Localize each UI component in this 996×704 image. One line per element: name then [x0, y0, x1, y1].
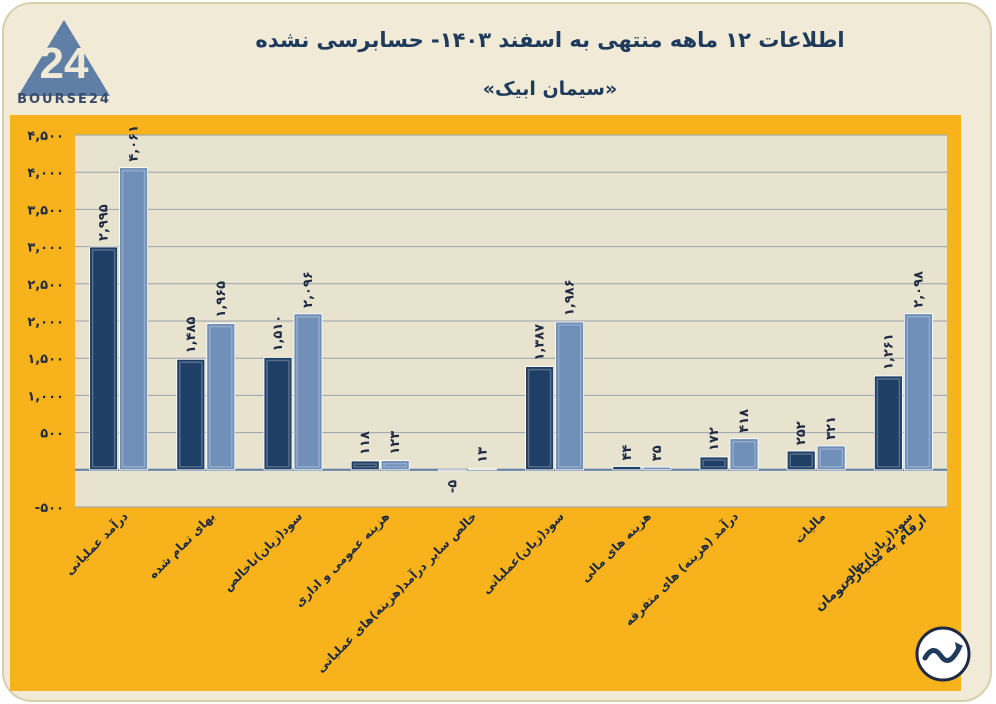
bar — [874, 375, 903, 471]
bar — [467, 468, 497, 471]
data-label: ۳۲۱ — [824, 416, 839, 440]
page-title: اطلاعات ۱۲ ماهه منتهی به اسفند ۱۴۰۳- حسا… — [255, 28, 845, 52]
data-label: ۴۱۸ — [737, 409, 752, 433]
category-label: هزینه های مالی — [578, 509, 654, 585]
bar — [380, 460, 410, 471]
data-label: ۲,۹۹۵ — [97, 204, 112, 241]
bar — [206, 323, 236, 471]
y-tick-label: ۴,۵۰۰ — [27, 129, 64, 144]
bar — [699, 456, 729, 471]
category-label: سود(زیان)ناخالص — [221, 509, 306, 594]
bar-bevel — [906, 315, 931, 468]
bourse24-logo: 24 — [18, 20, 110, 96]
data-label: ۱,۲۶۱ — [881, 333, 896, 370]
category-label: مالیات — [792, 509, 829, 546]
bar-bevel — [702, 459, 726, 468]
bar — [89, 246, 118, 471]
data-label: ۱۱۸ — [358, 431, 373, 455]
y-tick-label: ۲,۰۰۰ — [27, 315, 64, 330]
data-label: -۵ — [445, 480, 460, 493]
bar — [176, 358, 206, 471]
category-label: هزینه عمومی و اداری — [292, 509, 393, 610]
bar-bevel — [383, 462, 407, 468]
bar-bevel — [557, 324, 582, 468]
y-tick-label: ۴,۰۰۰ — [27, 166, 64, 181]
category-label: بهای تمام شده — [146, 509, 219, 582]
bar-bevel — [121, 169, 146, 468]
data-label: ۲۵۲ — [794, 421, 809, 445]
bar-bevel — [819, 448, 843, 468]
data-label: ۱۲۳ — [388, 431, 403, 455]
bar-bevel — [179, 361, 203, 468]
bar-bevel — [353, 463, 377, 468]
bar-bevel — [296, 316, 320, 468]
data-label: ۲,۰۹۸ — [911, 271, 926, 308]
bar-bevel — [732, 440, 756, 468]
bar — [293, 313, 323, 471]
company-name: «سیمان ابیک» — [482, 78, 618, 100]
y-tick-label: ۳,۵۰۰ — [27, 203, 64, 218]
trend-logo-icon — [915, 626, 971, 682]
data-label: ۱,۵۱۰ — [271, 315, 286, 352]
data-label: ۱,۳۸۷ — [533, 324, 548, 361]
data-label: ۱,۹۸۶ — [563, 279, 578, 316]
bar-bevel — [209, 325, 233, 468]
logo-triangle — [18, 20, 110, 96]
data-label: ۲,۰۹۶ — [301, 271, 316, 308]
bar — [525, 366, 554, 471]
data-label: ۱,۴۸۵ — [184, 317, 199, 354]
y-tick-label: ۱,۵۰۰ — [27, 352, 64, 367]
bar — [437, 469, 467, 472]
bar — [350, 460, 380, 471]
bar — [786, 450, 816, 471]
y-tick-label: ۲,۵۰۰ — [27, 278, 64, 293]
bar — [612, 466, 642, 471]
y-tick-label: ۵۰۰ — [40, 427, 64, 442]
data-label: ۱۳ — [475, 447, 490, 463]
y-tick-label: ۳,۰۰۰ — [27, 241, 64, 256]
bar — [555, 321, 584, 471]
bar — [904, 313, 933, 471]
bar — [263, 357, 293, 471]
category-label: سود(زیان)عملیاتی — [479, 509, 567, 597]
y-tick-label: ۱,۰۰۰ — [27, 389, 64, 404]
data-label: ۴۴ — [620, 445, 635, 461]
data-label: ۱۷۲ — [707, 427, 722, 451]
bar — [119, 167, 148, 471]
bar — [816, 445, 846, 471]
category-label: درآمد عملیاتی — [61, 509, 130, 578]
y-tick-label: -۵۰۰ — [35, 501, 64, 516]
data-label: ۴,۰۶۱ — [127, 125, 142, 162]
bar — [729, 438, 759, 471]
bar-bevel — [876, 378, 901, 468]
bar — [642, 466, 672, 471]
bar-bevel — [527, 368, 552, 468]
bar-bevel — [789, 453, 813, 468]
category-label: خالص سایر درآمد(هزینه)های عملیاتی — [313, 509, 480, 676]
bar-bevel — [91, 249, 116, 468]
logo-text: BOURSE24 — [17, 92, 111, 107]
data-label: ۳۵ — [650, 445, 665, 461]
bar-bevel — [266, 359, 290, 468]
data-label: ۱,۹۶۵ — [214, 281, 229, 318]
logo-mark: 24 — [40, 39, 89, 88]
